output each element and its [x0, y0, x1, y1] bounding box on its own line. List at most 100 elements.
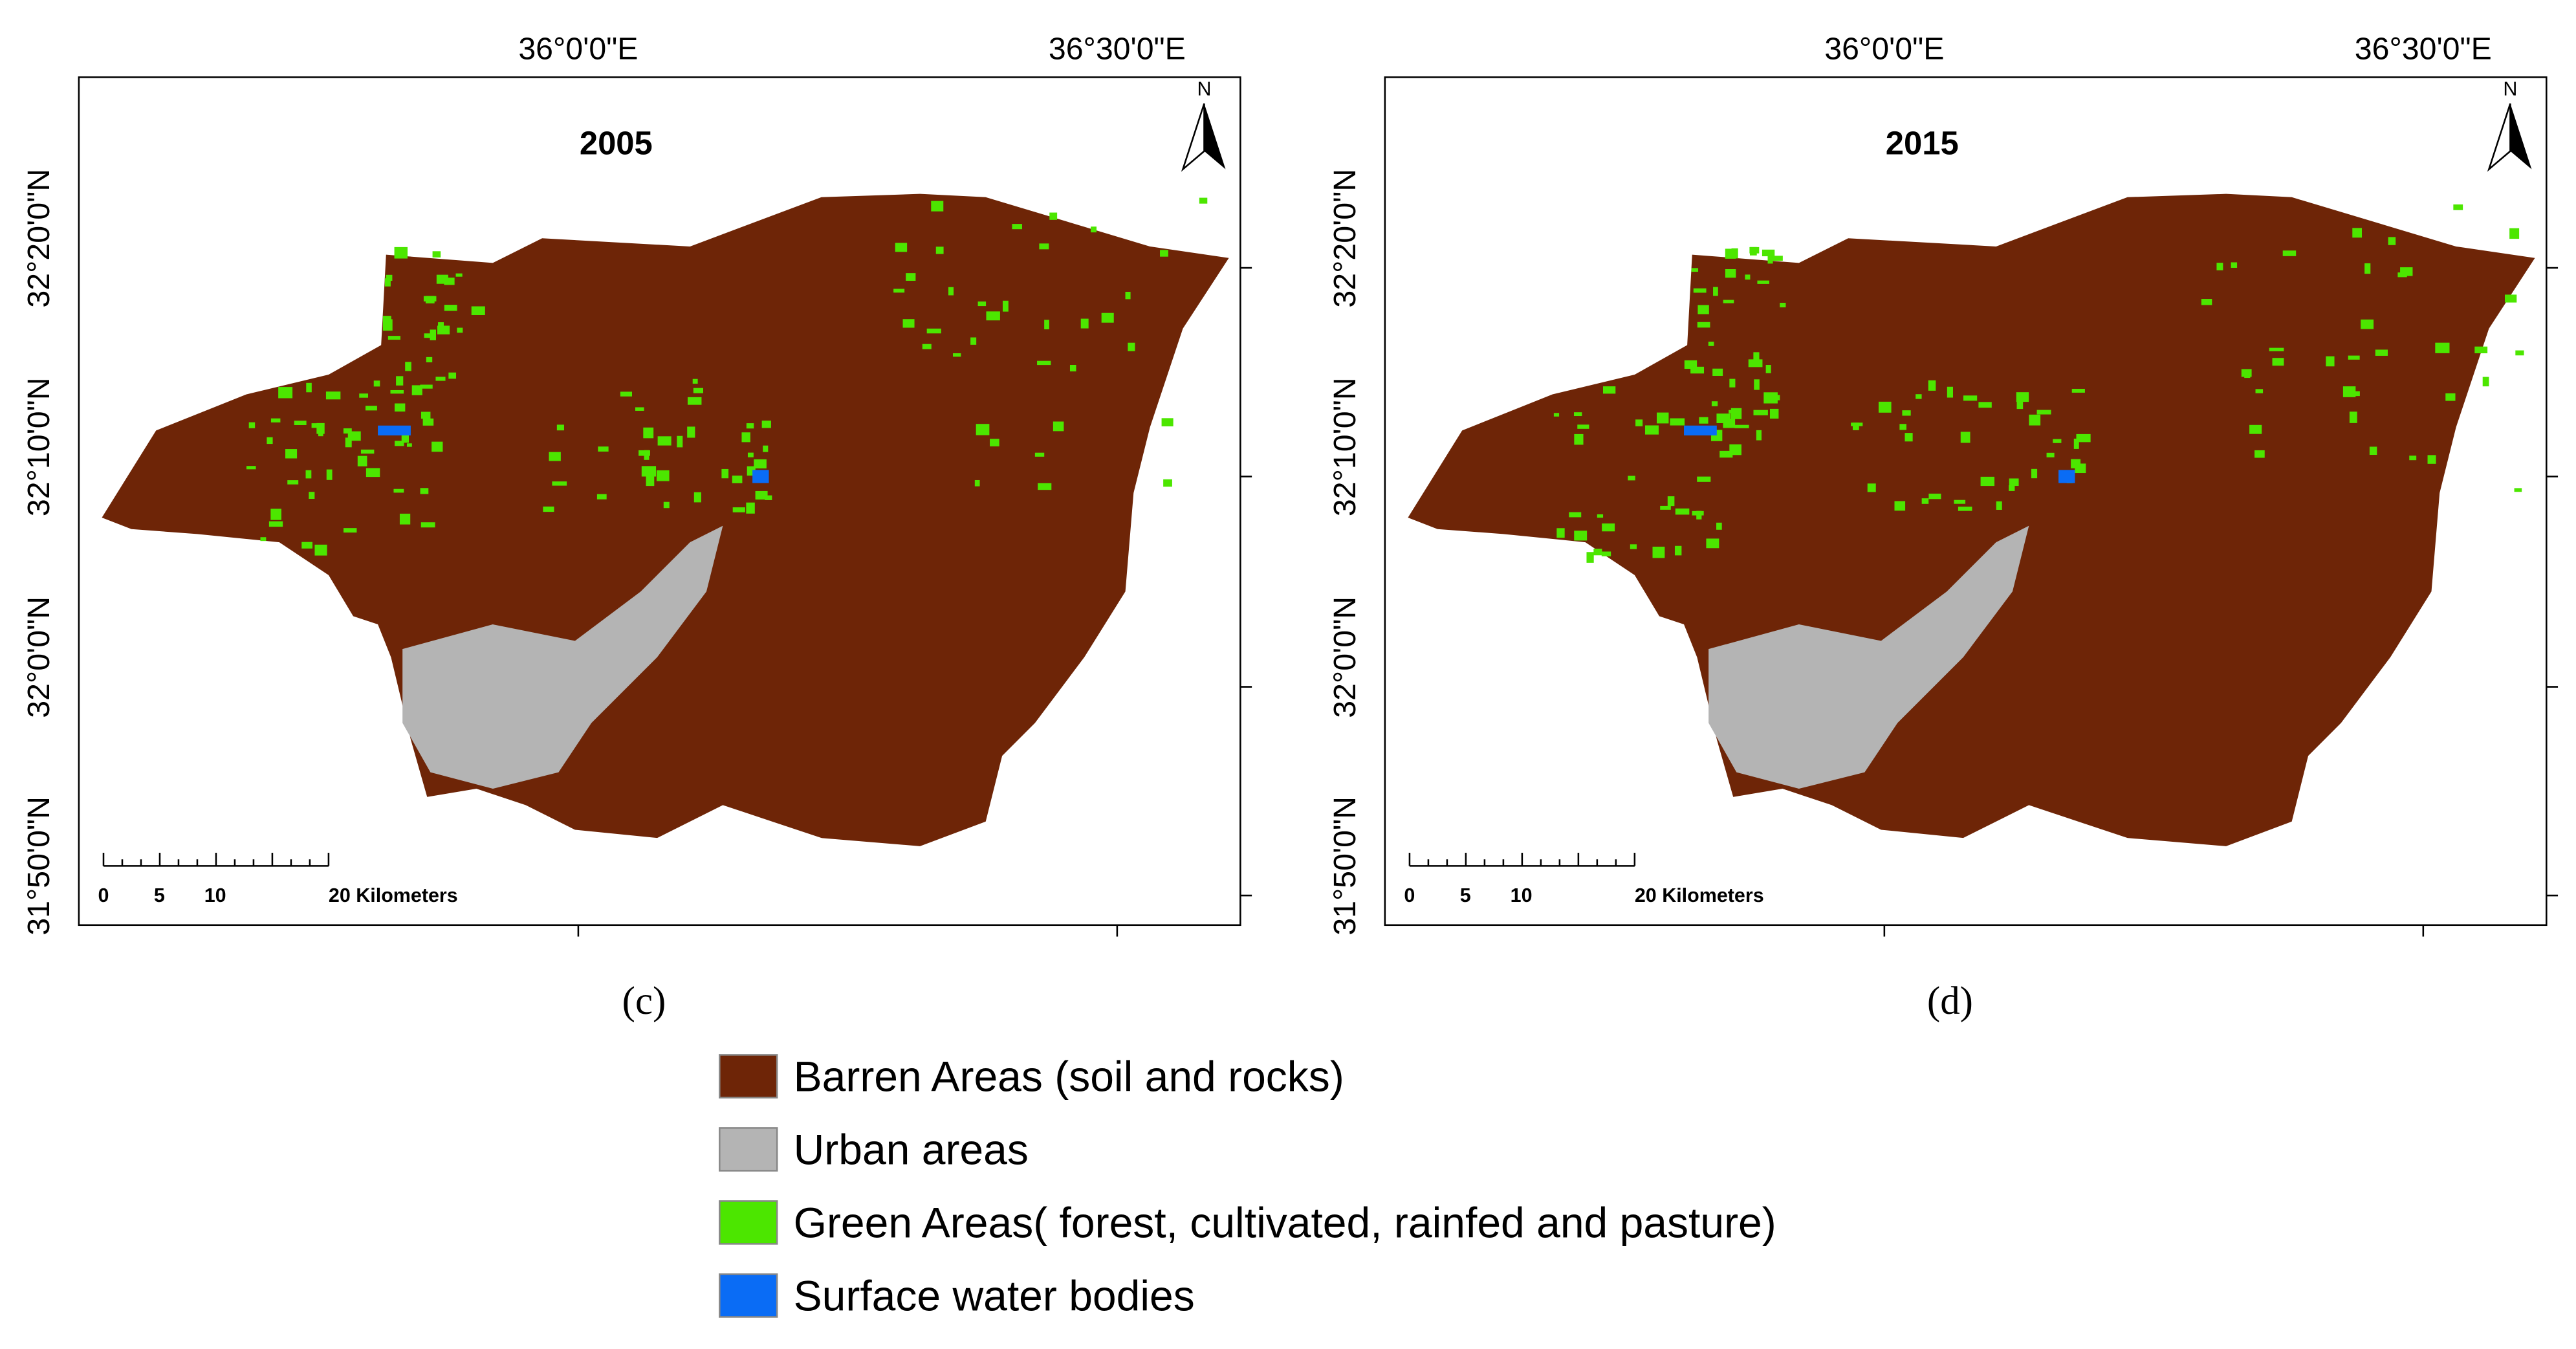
green-patch	[1757, 280, 1769, 284]
green-patch	[1773, 395, 1780, 400]
green-patch	[895, 243, 908, 252]
green-patch	[732, 507, 745, 512]
green-patch	[2201, 299, 2212, 305]
north-label: N	[1197, 78, 1211, 100]
green-patch	[2409, 455, 2417, 461]
green-patch	[390, 389, 404, 394]
panel-caption: (c)	[622, 980, 666, 1023]
green-patch	[422, 418, 434, 426]
green-patch	[1670, 418, 1685, 426]
green-patch	[2254, 450, 2265, 458]
scale-label: 0	[1404, 884, 1415, 906]
green-patch	[1916, 394, 1922, 399]
green-patch	[2509, 228, 2520, 239]
green-patch	[543, 506, 554, 512]
green-patch	[643, 427, 654, 439]
green-patch	[406, 443, 412, 447]
green-patch	[2053, 439, 2062, 443]
green-patch	[360, 449, 375, 454]
legend-label: Green Areas( forest, cultivated, rainfed…	[794, 1198, 1776, 1246]
green-patch	[1674, 545, 1682, 556]
green-patch	[314, 544, 327, 556]
green-patch	[1656, 412, 1669, 424]
green-patch	[721, 468, 729, 479]
green-patch	[990, 439, 999, 446]
green-patch	[935, 247, 944, 254]
green-patch	[1771, 256, 1783, 261]
green-patch	[1753, 352, 1760, 362]
green-patch	[1034, 452, 1045, 457]
green-patch	[1958, 507, 1972, 511]
legend-label: Surface water bodies	[794, 1271, 1195, 1319]
green-patch	[347, 431, 361, 441]
green-patch	[1902, 410, 1911, 416]
green-patch	[1693, 288, 1707, 293]
green-patch	[399, 513, 411, 525]
green-patch	[635, 407, 644, 411]
green-patch	[1980, 476, 1995, 487]
green-patch	[1667, 496, 1675, 507]
latitude-label: 32°0'0"N	[1327, 597, 1362, 718]
green-patch	[2029, 414, 2041, 426]
green-patch	[893, 289, 905, 293]
green-patch	[1002, 300, 1009, 312]
green-patch	[755, 490, 768, 500]
green-patch	[1569, 512, 1582, 518]
map-frame	[1384, 76, 2548, 927]
green-patch	[1049, 212, 1058, 220]
legend-label: Barren Areas (soil and rocks)	[794, 1052, 1344, 1100]
longitude-label: 36°0'0"E	[518, 31, 638, 66]
green-patch	[2504, 294, 2517, 303]
green-patch	[2453, 204, 2463, 210]
green-patch	[693, 492, 701, 503]
green-patch	[2342, 386, 2356, 397]
green-patch	[1125, 292, 1131, 300]
green-patch	[2364, 263, 2371, 274]
green-patch	[663, 501, 670, 509]
north-label: N	[2503, 78, 2517, 100]
green-patch	[1765, 365, 1771, 373]
green-patch	[1894, 501, 1906, 511]
map-frame	[78, 76, 1241, 927]
green-patch	[2016, 399, 2024, 410]
map-panel: 2015 N 36°0'0"E 36°30'0"E 32°20'0"N 32°10'0"N…	[1327, 31, 2559, 1023]
green-patch	[1753, 410, 1768, 415]
green-patch	[2216, 263, 2223, 270]
green-patch	[549, 452, 561, 461]
green-patch	[620, 391, 633, 397]
green-patch	[1160, 250, 1168, 257]
green-patch	[1729, 444, 1741, 455]
green-patch	[598, 446, 609, 452]
green-patch	[1690, 366, 1705, 374]
green-patch	[641, 466, 657, 477]
north-arrow	[2487, 103, 2511, 172]
latitude-label: 32°20'0"N	[21, 169, 56, 308]
green-patch	[677, 435, 683, 448]
green-patch	[1711, 401, 1718, 406]
green-patch	[1712, 368, 1723, 376]
green-patch	[365, 406, 377, 411]
green-patch	[2482, 377, 2489, 387]
green-patch	[970, 337, 977, 345]
green-patch	[268, 521, 283, 527]
green-patch	[1593, 549, 1602, 556]
latitude-label: 32°10'0"N	[21, 377, 56, 516]
legend-label: Urban areas	[794, 1125, 1029, 1173]
green-patch	[2016, 392, 2029, 402]
green-patch	[1586, 552, 1594, 563]
green-patch	[305, 470, 312, 479]
map-year: 2015	[1886, 125, 1959, 162]
scale-label: 0	[98, 884, 109, 906]
green-patch	[765, 495, 772, 500]
green-patch	[471, 306, 485, 315]
green-patch	[248, 422, 256, 428]
green-patch	[1756, 430, 1762, 441]
green-patch	[1696, 510, 1702, 520]
green-patch	[1719, 450, 1733, 458]
green-patch	[1713, 287, 1718, 296]
green-patch	[1745, 274, 1751, 280]
scale-label: 20 Kilometers	[329, 884, 458, 906]
green-patch	[306, 382, 312, 393]
green-patch	[1706, 538, 1719, 549]
